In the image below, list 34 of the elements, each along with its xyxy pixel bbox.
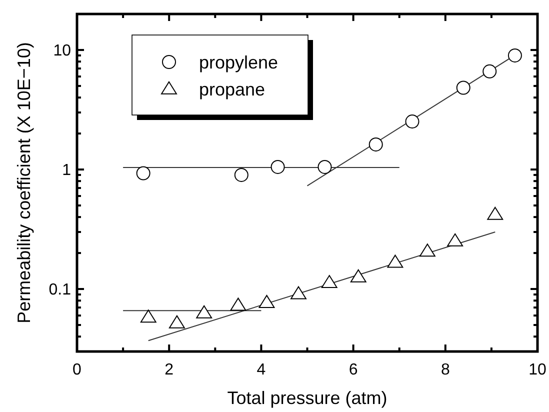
point — [234, 168, 248, 182]
point — [482, 64, 497, 78]
point — [136, 166, 150, 180]
y-tick-label: 1 — [62, 162, 72, 180]
point — [419, 244, 436, 257]
legend-label: propylene — [199, 52, 278, 72]
point — [258, 294, 275, 308]
point — [168, 315, 185, 328]
point — [368, 137, 383, 152]
x-tick-label: 4 — [256, 362, 266, 378]
point — [318, 160, 332, 174]
point — [140, 310, 156, 323]
y-axis-title: Permeability coefficient (X 10E−10) — [14, 42, 34, 324]
point — [290, 286, 306, 300]
legend-label: propane — [199, 79, 266, 100]
point — [508, 48, 522, 62]
y-tick-label: 0.1 — [48, 282, 72, 299]
point — [405, 114, 420, 129]
point — [447, 233, 464, 246]
point — [230, 298, 246, 311]
point — [321, 275, 338, 288]
point — [196, 305, 212, 318]
point — [350, 269, 366, 282]
y-tick-label: 10 — [53, 42, 72, 60]
x-tick-label: 6 — [348, 362, 358, 378]
point — [270, 160, 285, 174]
x-axis-title: Total pressure (atm) — [227, 388, 388, 408]
x-tick-label: 2 — [164, 362, 174, 378]
x-tick-label: 8 — [440, 362, 450, 378]
point — [487, 206, 504, 220]
point — [456, 80, 470, 95]
x-tick-label: 0 — [72, 362, 82, 378]
x-tick-label: 10 — [528, 362, 546, 378]
point — [387, 254, 404, 268]
